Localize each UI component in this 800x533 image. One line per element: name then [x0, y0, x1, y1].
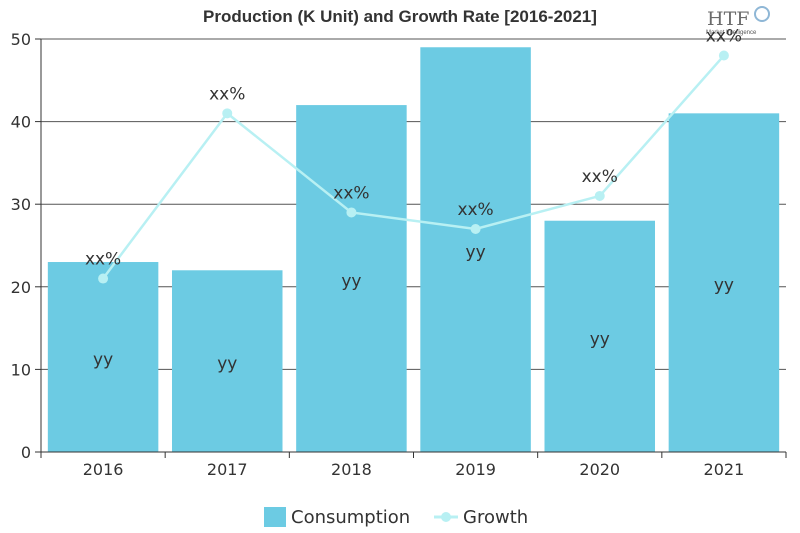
x-tick-label: 2021 [704, 460, 745, 479]
x-tick-label: 2017 [207, 460, 248, 479]
bar-data-label: yy [466, 243, 486, 263]
consumption-bars [47, 47, 780, 452]
htf-logo: HTF Market Intelligence [706, 6, 770, 36]
x-tick-label: 2020 [579, 460, 620, 479]
logo-globe-icon [754, 6, 770, 22]
growth-data-label: xx% [209, 84, 245, 104]
y-tick-label: 0 [21, 443, 31, 462]
bar-consumption [171, 270, 283, 452]
bar-data-label: yy [217, 354, 237, 374]
legend-label-growth: Growth [463, 507, 528, 528]
growth-point [594, 190, 605, 201]
x-tick-label: 2018 [331, 460, 372, 479]
bar-consumption [544, 220, 656, 452]
y-tick-label: 10 [11, 360, 31, 379]
growth-line-path [102, 54, 725, 280]
legend: Consumption Growth [264, 507, 528, 528]
y-tick-label: 30 [11, 195, 31, 214]
bar-consumption [47, 262, 159, 452]
growth-data-label: xx% [582, 167, 618, 187]
growth-data-label: xx% [85, 250, 121, 270]
growth-point [222, 108, 233, 119]
y-tick-label: 40 [11, 113, 31, 132]
growth-data-label: xx% [457, 200, 493, 220]
bar-consumption [420, 47, 531, 452]
legend-item-consumption[interactable]: Consumption [264, 507, 410, 528]
logo-mark: HTF [707, 8, 749, 30]
growth-point [346, 207, 357, 218]
bar-consumption [668, 113, 780, 452]
growth-data-label: xx% [706, 27, 742, 47]
legend-marker-growth [441, 512, 451, 522]
legend-swatch-consumption [264, 507, 286, 527]
data-labels: yy yy yy yy yy yy xx% xx% xx% xx% xx% xx% [85, 27, 742, 375]
bar-data-label: yy [590, 329, 610, 349]
y-tick-label: 20 [11, 278, 31, 297]
growth-data-label: xx% [333, 183, 369, 203]
x-tick-label: 2019 [455, 460, 496, 479]
growth-point [470, 223, 481, 234]
logo-tagline: Market Intelligence [706, 30, 757, 36]
bar-data-label: yy [93, 350, 113, 370]
bar-consumption [296, 105, 407, 452]
growth-point [98, 273, 109, 284]
x-tick-label: 2016 [83, 460, 124, 479]
growth-line [98, 50, 729, 284]
growth-point [718, 50, 729, 61]
y-tick-label: 50 [11, 30, 31, 49]
chart-title: Production (K Unit) and Growth Rate [201… [203, 7, 597, 26]
legend-item-growth[interactable]: Growth [434, 507, 528, 528]
bar-data-label: yy [341, 272, 361, 292]
axes: 0 10 20 30 40 50 2016 2017 2018 2019 2020 2021 [11, 30, 787, 479]
legend-label-consumption: Consumption [291, 507, 410, 528]
bar-data-label: yy [714, 276, 734, 296]
